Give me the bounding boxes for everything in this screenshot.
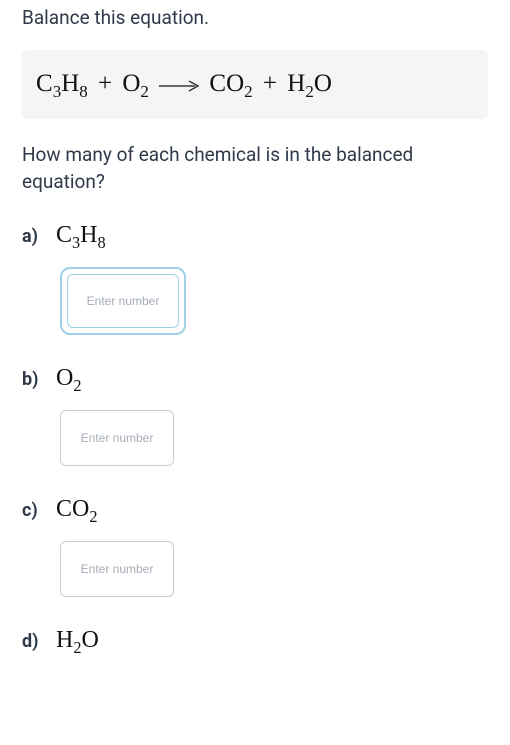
chem-label-c: CO2 <box>56 496 98 523</box>
equation: C3H8 + O2 CO2 + H2O <box>36 70 332 97</box>
reactant-1: C3H8 <box>36 70 88 97</box>
part-b: b) O2 <box>22 365 488 466</box>
chem-label-b: O2 <box>56 365 82 392</box>
plus-2: + <box>259 70 281 97</box>
answer-input-a[interactable] <box>68 275 178 327</box>
prompt-text: Balance this equation. <box>22 4 488 32</box>
plus-1: + <box>94 70 116 97</box>
product-2: H2O <box>287 70 332 97</box>
reaction-arrow-icon <box>155 71 203 99</box>
part-a: a) C3H8 <box>22 222 488 335</box>
focus-ring-a <box>60 267 186 335</box>
answer-input-c[interactable] <box>61 542 173 596</box>
part-c: c) CO2 <box>22 496 488 597</box>
answer-input-b[interactable] <box>61 411 173 465</box>
answer-box-a <box>67 274 179 328</box>
part-letter-b: b) <box>22 369 56 390</box>
product-1: CO2 <box>209 70 252 97</box>
chem-label-a: C3H8 <box>56 222 106 249</box>
answer-box-c <box>60 541 174 597</box>
part-letter-c: c) <box>22 500 56 521</box>
part-letter-a: a) <box>22 226 56 247</box>
chem-label-d: H2O <box>56 627 99 654</box>
part-d: d) H2O <box>22 627 488 654</box>
part-letter-d: d) <box>22 631 56 652</box>
answer-box-b <box>60 410 174 466</box>
reactant-2: O2 <box>122 70 149 97</box>
question-text: How many of each chemical is in the bala… <box>22 141 488 196</box>
equation-block: C3H8 + O2 CO2 + H2O <box>22 50 488 119</box>
